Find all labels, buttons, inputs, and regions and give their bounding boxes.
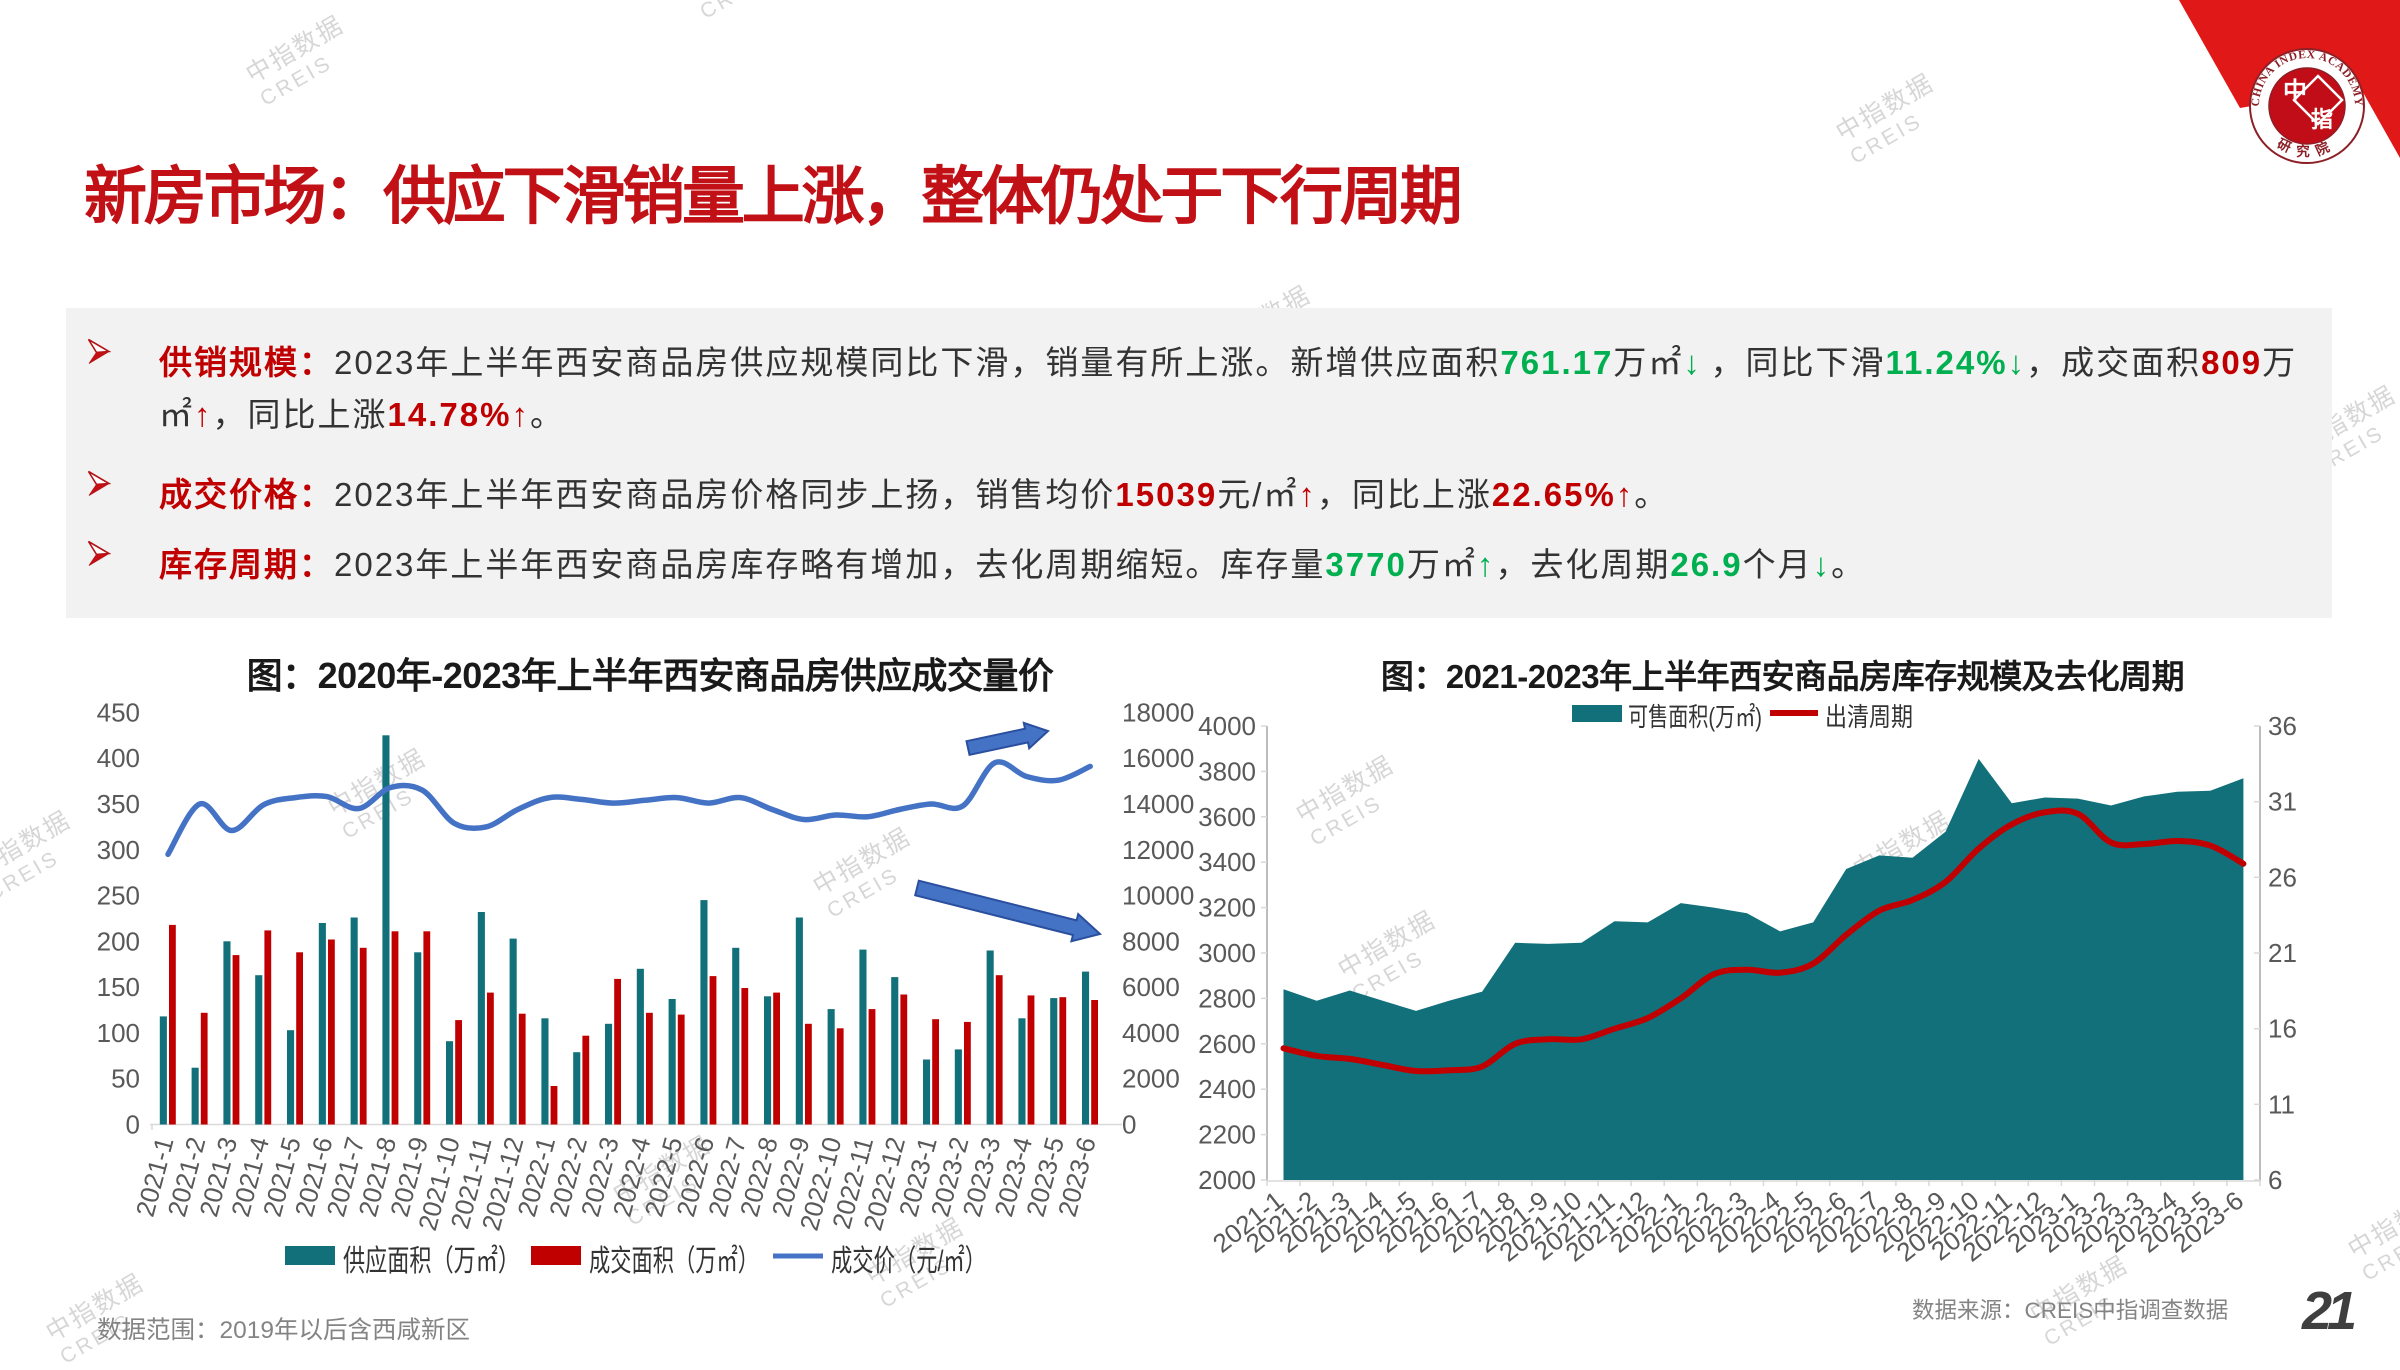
svg-text:350: 350 — [97, 789, 140, 819]
svg-text:成交价（元/㎡）: 成交价（元/㎡） — [831, 1245, 986, 1278]
svg-text:10000: 10000 — [1122, 881, 1194, 911]
svg-text:3000: 3000 — [1198, 938, 1256, 968]
svg-text:出清周期: 出清周期 — [1825, 702, 1913, 732]
svg-text:0: 0 — [126, 1110, 140, 1140]
svg-text:2800: 2800 — [1198, 983, 1256, 1013]
svg-text:4000: 4000 — [1198, 711, 1256, 741]
svg-text:11: 11 — [2268, 1089, 2295, 1119]
svg-text:200: 200 — [97, 926, 140, 956]
svg-text:12000: 12000 — [1122, 835, 1194, 865]
svg-text:2200: 2200 — [1198, 1120, 1256, 1150]
svg-text:16: 16 — [2268, 1014, 2297, 1044]
svg-text:250: 250 — [97, 881, 140, 911]
svg-text:0: 0 — [1122, 1110, 1136, 1140]
svg-text:150: 150 — [97, 972, 140, 1002]
svg-text:4000: 4000 — [1122, 1018, 1180, 1048]
svg-text:3400: 3400 — [1198, 847, 1256, 877]
svg-text:3200: 3200 — [1198, 893, 1256, 923]
svg-text:指: 指 — [2311, 107, 2333, 132]
svg-text:300: 300 — [97, 835, 140, 865]
svg-text:400: 400 — [97, 743, 140, 773]
svg-text:供应面积（万㎡）: 供应面积（万㎡） — [343, 1245, 520, 1278]
svg-text:450: 450 — [97, 697, 140, 727]
svg-text:21: 21 — [2268, 938, 2297, 968]
svg-text:6000: 6000 — [1122, 972, 1180, 1002]
svg-text:2400: 2400 — [1198, 1074, 1256, 1104]
svg-text:3800: 3800 — [1198, 756, 1256, 786]
svg-text:14000: 14000 — [1122, 789, 1194, 819]
svg-text:18000: 18000 — [1122, 697, 1194, 727]
svg-text:中: 中 — [2283, 78, 2307, 105]
svg-text:31: 31 — [2268, 787, 2297, 817]
svg-text:2000: 2000 — [1198, 1165, 1256, 1195]
svg-text:50: 50 — [111, 1064, 140, 1094]
svg-text:可售面积(万㎡): 可售面积(万㎡) — [1628, 702, 1762, 732]
svg-text:2600: 2600 — [1198, 1029, 1256, 1059]
svg-text:成交面积（万㎡）: 成交面积（万㎡） — [589, 1245, 759, 1278]
svg-text:100: 100 — [97, 1018, 140, 1048]
svg-text:36: 36 — [2268, 711, 2297, 741]
svg-text:6: 6 — [2268, 1165, 2282, 1195]
svg-text:26: 26 — [2268, 862, 2297, 892]
svg-text:16000: 16000 — [1122, 743, 1194, 773]
svg-text:3600: 3600 — [1198, 802, 1256, 832]
svg-text:8000: 8000 — [1122, 926, 1180, 956]
svg-text:2000: 2000 — [1122, 1064, 1180, 1094]
